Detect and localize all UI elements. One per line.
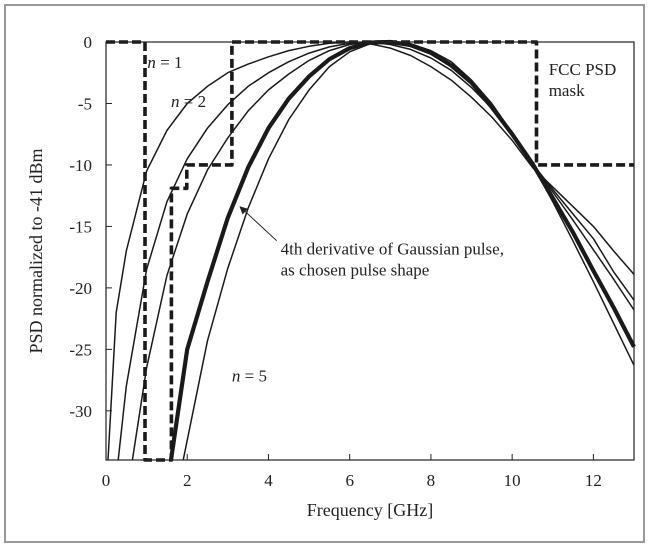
y-tick-label: -30 — [69, 402, 92, 421]
plot-area — [105, 41, 635, 461]
annotation-4th-derivative-of-gaussian-pulse: 4th derivative of Gaussian pulse, as chos… — [281, 240, 504, 280]
x-tick-label: 12 — [585, 471, 602, 490]
x-tick-label: 0 — [102, 471, 111, 490]
annotation-n-2: n = 2 — [171, 92, 206, 111]
annotation-fcc-psd: FCC PSD mask — [549, 60, 617, 100]
x-tick-label: 4 — [264, 471, 273, 490]
annotation-n-5: n = 5 — [232, 366, 267, 385]
y-axis-ticks: 0 -5 -10 -15 -20 -25 -30 — [69, 33, 112, 421]
x-tick-label: 8 — [427, 471, 436, 490]
series-n-5 — [182, 41, 635, 461]
y-tick-label: -10 — [69, 156, 92, 175]
y-tick-label: -5 — [78, 94, 92, 113]
x-tick-label: 10 — [504, 471, 521, 490]
y-tick-label: 0 — [84, 33, 93, 52]
y-tick-label: -25 — [69, 340, 92, 359]
y-tick-label: -20 — [69, 279, 92, 298]
x-axis-ticks: 0 2 4 6 8 10 12 — [102, 454, 602, 490]
annotation-layer: n = 1 n = 2 n = 5 FCC PSD mask 4th derivative… — [147, 53, 616, 386]
psd-chart: 0 2 4 6 8 10 12 0-5-10-15-20-25-30 n = 1n = 2n… — [26, 33, 636, 520]
y-axis-title: PSD normalized to -41 dBm — [26, 149, 46, 354]
y-tick-label: -15 — [69, 217, 92, 236]
annotation-n-1: n = 1 — [147, 53, 182, 72]
annotation-arrow — [239, 206, 277, 242]
x-tick-label: 6 — [345, 471, 354, 490]
x-axis-title: Frequency [GHz] — [307, 500, 433, 520]
x-tick-label: 2 — [183, 471, 192, 490]
series-fcc-psd-mask — [106, 40, 634, 462]
